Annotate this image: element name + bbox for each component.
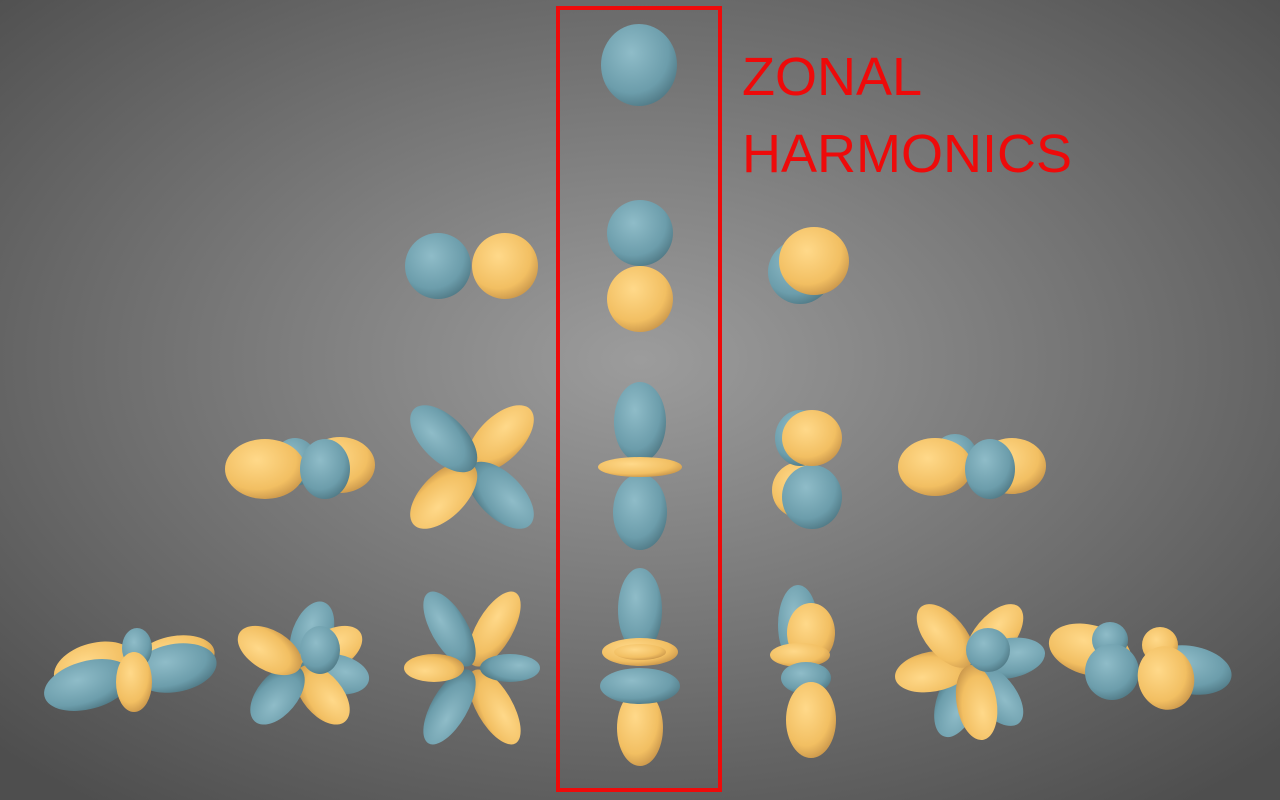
lobe bbox=[468, 591, 521, 667]
lobe bbox=[601, 24, 677, 106]
lobe bbox=[916, 604, 975, 668]
label-line: ZONAL bbox=[742, 47, 922, 107]
lobe bbox=[133, 643, 217, 693]
lobe bbox=[44, 659, 132, 711]
lobe bbox=[466, 461, 534, 529]
lobe bbox=[965, 439, 1015, 499]
lobe bbox=[600, 668, 680, 704]
lobe bbox=[955, 664, 998, 741]
lobe bbox=[472, 233, 538, 299]
lobe bbox=[300, 439, 350, 499]
lobe bbox=[295, 665, 350, 725]
lobes bbox=[44, 24, 1232, 766]
lobe bbox=[966, 628, 1010, 672]
lobe bbox=[225, 439, 305, 499]
lobe bbox=[613, 474, 667, 550]
lobe bbox=[607, 200, 673, 266]
lobe bbox=[405, 233, 471, 299]
lobe bbox=[617, 690, 663, 766]
lobe bbox=[782, 410, 842, 466]
lobe bbox=[480, 654, 540, 682]
lobe bbox=[614, 644, 666, 660]
lobe bbox=[423, 669, 476, 745]
lobe bbox=[1137, 646, 1195, 710]
lobe bbox=[618, 568, 662, 652]
lobe bbox=[423, 591, 476, 667]
lobe bbox=[116, 652, 152, 712]
lobe bbox=[468, 669, 521, 745]
lobe bbox=[250, 665, 305, 725]
lobe bbox=[786, 682, 836, 758]
label-line: HARMONICS bbox=[742, 124, 1072, 184]
lobe bbox=[1085, 644, 1139, 700]
lobe bbox=[410, 405, 478, 473]
lobe bbox=[410, 461, 478, 529]
lobe bbox=[607, 266, 673, 332]
lobe bbox=[598, 457, 682, 477]
lobe bbox=[779, 227, 849, 295]
lobe bbox=[466, 405, 534, 473]
lobe bbox=[237, 625, 302, 676]
lobe bbox=[614, 382, 666, 462]
lobe bbox=[770, 643, 830, 667]
lobe bbox=[898, 438, 972, 496]
lobe bbox=[300, 626, 340, 674]
zonal-highlight-box bbox=[556, 6, 722, 792]
lobe bbox=[782, 465, 842, 529]
lobe bbox=[404, 654, 464, 682]
